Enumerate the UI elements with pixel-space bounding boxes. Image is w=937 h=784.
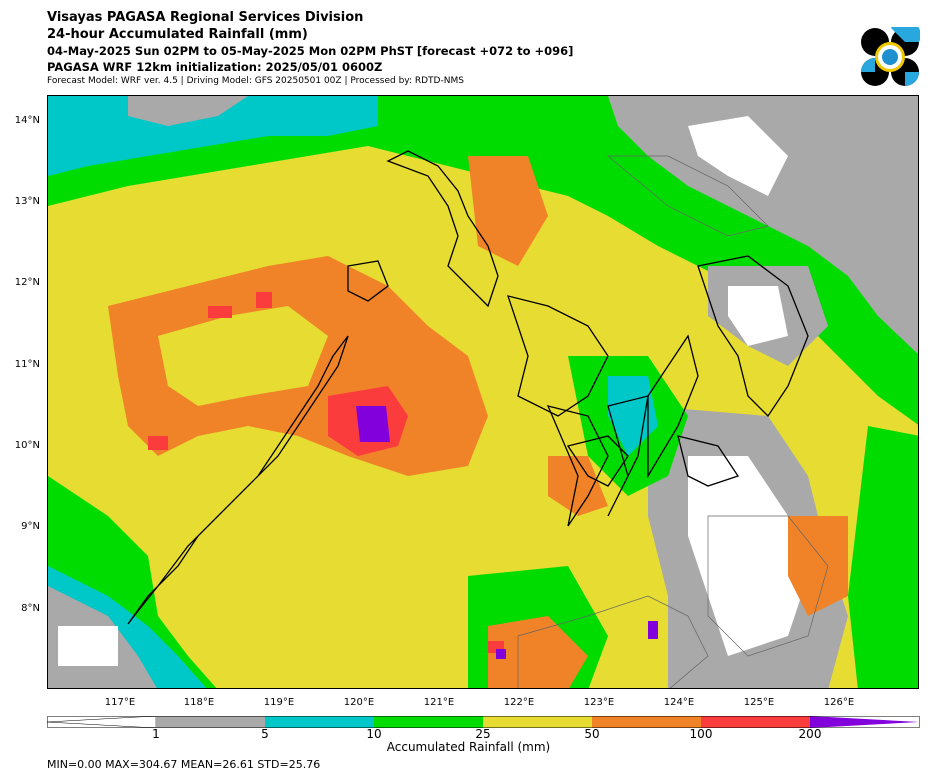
colorbar [47, 716, 920, 728]
lon-label-123: 123°E [583, 697, 615, 708]
colorbar-segment-purple [810, 716, 919, 728]
lon-label-122: 122°E [503, 697, 535, 708]
lat-label-9: 9°N [21, 521, 40, 532]
lat-label-13: 13°N [14, 196, 40, 207]
statistics-text: MIN=0.00 MAX=304.67 MEAN=26.61 STD=25.76 [47, 758, 321, 771]
pagasa-logo-icon [861, 27, 920, 86]
colorbar-tick-1: 1 [152, 727, 160, 741]
lon-label-117: 117°E [104, 697, 136, 708]
map-title: Visayas PAGASA Regional Services Divisio… [47, 10, 364, 25]
lat-label-11: 11°N [14, 359, 40, 370]
lat-label-10: 10°N [14, 440, 40, 451]
initialization-info: PAGASA WRF 12km initialization: 2025/05/… [47, 60, 383, 74]
forecast-period: 04-May-2025 Sun 02PM to 05-May-2025 Mon … [47, 44, 574, 58]
colorbar-segment-cyan [265, 716, 374, 728]
colorbar-tick-10: 10 [366, 727, 382, 741]
colorbar-tick-25: 25 [475, 727, 491, 741]
colorbar-label: Accumulated Rainfall (mm) [386, 740, 551, 754]
map-subtitle: 24-hour Accumulated Rainfall (mm) [47, 27, 308, 42]
lon-label-119: 119°E [263, 697, 295, 708]
model-info: Forecast Model: WRF ver. 4.5 | Driving M… [47, 76, 464, 86]
lat-label-8: 8°N [21, 603, 40, 614]
lon-label-121: 121°E [423, 697, 455, 708]
colorbar-segment-gray [156, 716, 265, 728]
colorbar-segment-red [701, 716, 810, 728]
rainfall-field [48, 96, 918, 688]
colorbar-tick-50: 50 [584, 727, 600, 741]
lon-label-118: 118°E [183, 697, 215, 708]
colorbar-segment-green [374, 716, 483, 728]
colorbar-segment-yellow [483, 716, 592, 728]
lon-label-124: 124°E [663, 697, 695, 708]
lat-label-14: 14°N [14, 115, 40, 126]
lon-label-120: 120°E [343, 697, 375, 708]
colorbar-tick-5: 5 [261, 727, 269, 741]
colorbar-segment-orange [592, 716, 701, 728]
colorbar-tick-100: 100 [689, 727, 713, 741]
rainfall-map [47, 95, 919, 689]
colorbar-tick-200: 200 [798, 727, 822, 741]
lon-label-126: 126°E [823, 697, 855, 708]
lon-label-125: 125°E [743, 697, 775, 708]
lat-label-12: 12°N [14, 277, 40, 288]
